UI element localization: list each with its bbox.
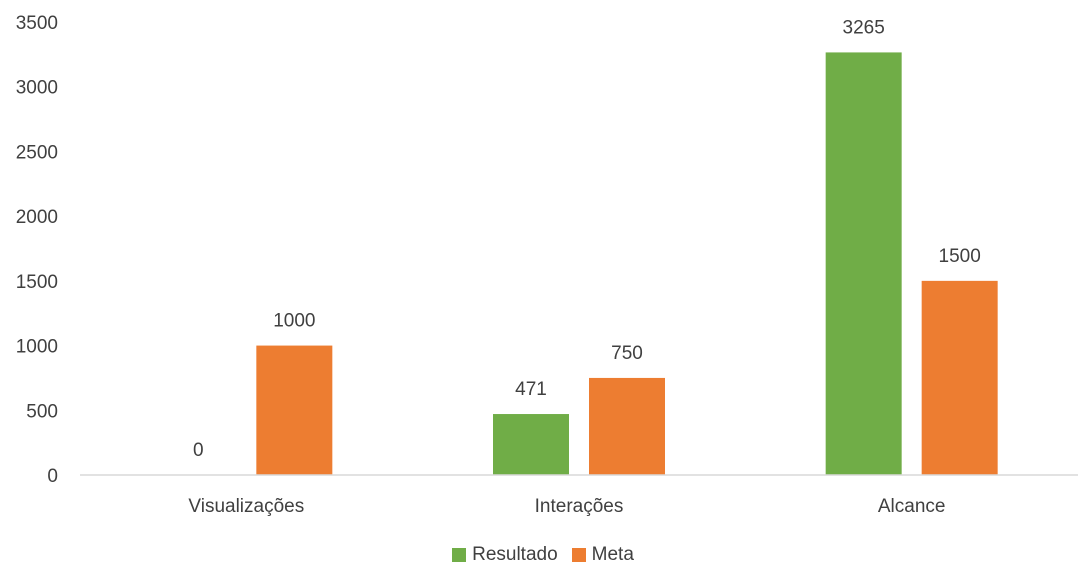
bar-meta <box>256 345 333 475</box>
y-tick-label: 1500 <box>16 272 58 293</box>
bars <box>256 52 998 476</box>
data-label: 471 <box>515 379 547 400</box>
y-tick-label: 3000 <box>16 78 58 99</box>
data-label: 0 <box>193 440 204 461</box>
bar-meta <box>589 377 665 475</box>
bar-chart: 0 500 1000 1500 2000 2500 3000 3500 0 1000 471 750… <box>16 13 1078 517</box>
y-tick-label: 0 <box>47 466 58 487</box>
bar-meta <box>921 280 998 475</box>
legend-item-resultado: Resultado <box>452 544 558 566</box>
y-axis: 0 500 1000 1500 2000 2500 3000 3500 <box>16 13 58 487</box>
y-tick-label: 1000 <box>16 337 58 358</box>
x-axis: Visualizações Interações Alcance <box>80 474 1078 517</box>
x-tick-label: Interações <box>535 496 624 517</box>
legend: Resultado Meta <box>0 544 1086 566</box>
legend-item-meta: Meta <box>571 544 634 566</box>
legend-label-meta: Meta <box>591 544 634 565</box>
bar-resultado <box>493 414 569 475</box>
y-tick-label: 500 <box>26 401 58 422</box>
y-tick-label: 2500 <box>16 142 58 163</box>
data-label: 750 <box>611 343 643 364</box>
legend-swatch-resultado <box>452 548 467 562</box>
data-labels: 0 1000 471 750 3265 1500 <box>193 17 981 461</box>
x-tick-label: Visualizações <box>188 496 304 517</box>
legend-label-resultado: Resultado <box>472 544 558 565</box>
bar-resultado <box>825 52 902 476</box>
y-tick-label: 2000 <box>16 207 58 228</box>
data-label: 3265 <box>843 17 885 38</box>
legend-swatch-meta <box>571 548 586 562</box>
data-label: 1500 <box>939 246 981 267</box>
y-tick-label: 3500 <box>16 13 58 34</box>
data-label: 1000 <box>273 311 315 332</box>
x-tick-label: Alcance <box>878 496 946 517</box>
